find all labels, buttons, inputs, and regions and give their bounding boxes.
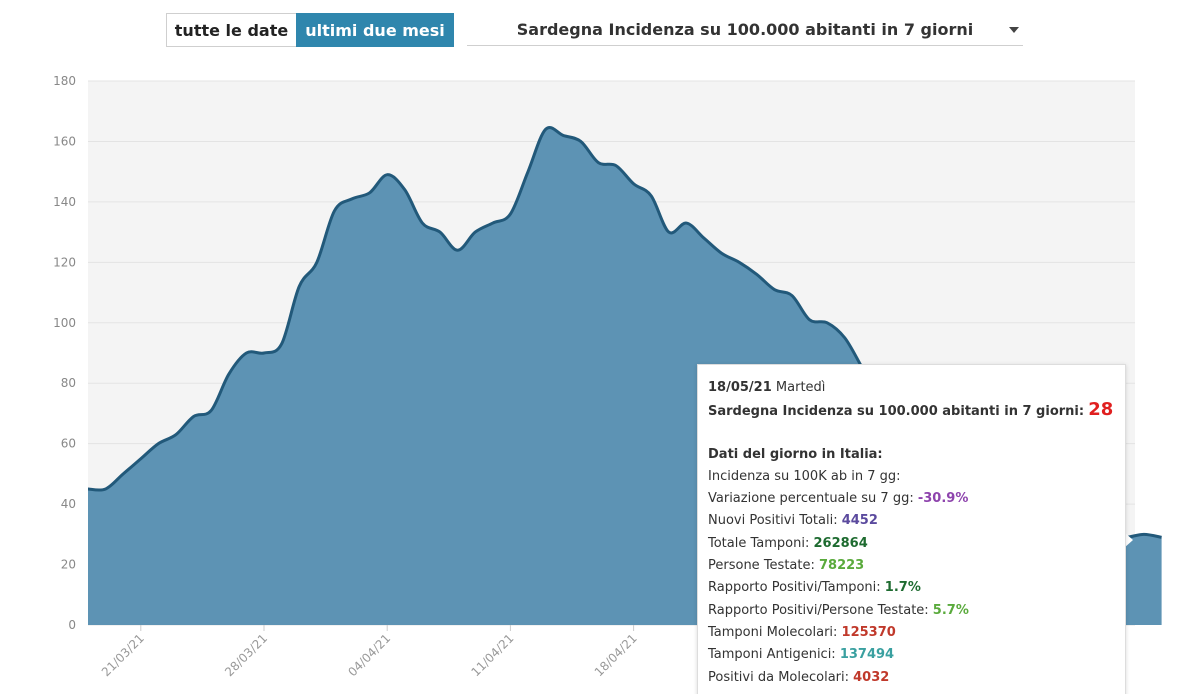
tooltip-row: Rapporto Positivi/Tamponi: 1.7% bbox=[708, 577, 1115, 599]
y-tick-label: 80 bbox=[61, 376, 76, 390]
tooltip-row: Rapporto Positivi/Persone Testate: 5.7% bbox=[708, 600, 1115, 622]
chevron-down-icon bbox=[1009, 27, 1019, 33]
y-tick-label: 100 bbox=[53, 316, 76, 330]
tooltip-row-value: 4452 bbox=[841, 513, 878, 529]
x-tick-label: 21/03/21 bbox=[99, 631, 147, 679]
x-tick-label: 11/04/21 bbox=[469, 631, 517, 679]
all-dates-button[interactable]: tutte le date bbox=[166, 13, 296, 47]
y-tick-label: 160 bbox=[53, 134, 76, 148]
x-axis: 21/03/21 28/03/21 04/04/21 11/04/21 18/04/21 bbox=[99, 625, 640, 679]
tooltip-row-value: 137494 bbox=[839, 647, 895, 663]
tooltip-row-value: 5.7% bbox=[932, 602, 969, 618]
tooltip-row: Persone Testate: 78223 bbox=[708, 555, 1115, 577]
y-tick-label: 60 bbox=[61, 437, 76, 451]
x-tick-label: 28/03/21 bbox=[222, 631, 270, 679]
tooltip-row-label: Rapporto Positivi/Persone Testate: bbox=[708, 602, 933, 618]
tooltip-date-line: 18/05/21 Martedì bbox=[708, 377, 1115, 399]
tooltip-row-label: Tamponi Antigenici: bbox=[708, 647, 840, 663]
last-two-months-button[interactable]: ultimi due mesi bbox=[296, 13, 454, 47]
tooltip-row-label: Variazione percentuale su 7 gg: bbox=[708, 491, 918, 507]
y-tick-label: 140 bbox=[53, 195, 76, 209]
tooltip-row-value: -30.9% bbox=[917, 491, 969, 507]
tooltip-metric-value: 28 bbox=[1088, 399, 1114, 421]
metric-select-value: Sardegna Incidenza su 100.000 abitanti i… bbox=[516, 19, 974, 39]
tooltip-metric-line: Sardegna Incidenza su 100.000 abitanti i… bbox=[708, 399, 1115, 421]
y-tick-label: 180 bbox=[53, 74, 76, 88]
tooltip-row-label: Totale Tamponi: bbox=[708, 535, 814, 551]
tooltip-row: Nuovi Positivi Totali: 4452 bbox=[708, 510, 1115, 532]
tooltip-row-label: Positivi da Molecolari: bbox=[708, 669, 854, 685]
tooltip-row: Tamponi Molecolari: 125370 bbox=[708, 622, 1115, 644]
tooltip-row-value: 4032 bbox=[853, 669, 890, 685]
tooltip-row-label: Tamponi Molecolari: bbox=[708, 624, 842, 640]
tooltip-row: Tamponi Antigenici: 137494 bbox=[708, 644, 1115, 666]
data-tooltip: 18/05/21 Martedì Sardegna Incidenza su 1… bbox=[697, 364, 1126, 694]
y-tick-label: 120 bbox=[53, 255, 76, 269]
metric-select[interactable]: Sardegna Incidenza su 100.000 abitanti i… bbox=[467, 13, 1023, 46]
tooltip-row-label: Nuovi Positivi Totali: bbox=[708, 513, 842, 529]
tooltip-row-label: Incidenza su 100K ab in 7 gg: bbox=[708, 468, 901, 484]
tooltip-row-value: 125370 bbox=[841, 624, 896, 640]
tooltip-section-title: Dati del giorno in Italia: bbox=[708, 446, 883, 462]
tooltip-date: 18/05/21 bbox=[708, 380, 772, 395]
date-range-toggle: tutte le date ultimi due mesi bbox=[166, 13, 454, 47]
y-tick-label: 20 bbox=[61, 558, 76, 572]
y-tick-label: 40 bbox=[61, 497, 76, 511]
y-axis: 0 20 40 60 80 100 120 140 160 180 bbox=[53, 74, 76, 632]
x-tick-label: 04/04/21 bbox=[345, 631, 393, 679]
tooltip-row-label: Persone Testate: bbox=[708, 558, 819, 574]
tooltip-row-value: 1.7% bbox=[884, 580, 921, 596]
tooltip-rows: Incidenza su 100K ab in 7 gg: Variazione… bbox=[708, 466, 1115, 689]
tooltip-metric-label: Sardegna Incidenza su 100.000 abitanti i… bbox=[708, 404, 1085, 420]
tooltip-row-label: Rapporto Positivi/Tamponi: bbox=[708, 580, 885, 596]
tooltip-row-value: 78223 bbox=[819, 558, 865, 574]
x-tick-label: 18/04/21 bbox=[592, 631, 640, 679]
tooltip-row: Variazione percentuale su 7 gg: -30.9% bbox=[708, 488, 1115, 510]
tooltip-weekday: Martedì bbox=[775, 380, 826, 395]
y-tick-label: 0 bbox=[68, 618, 76, 632]
tooltip-row: Totale Tamponi: 262864 bbox=[708, 533, 1115, 555]
tooltip-row-value: 262864 bbox=[813, 535, 868, 551]
tooltip-row: Positivi da Molecolari: 4032 bbox=[708, 667, 1115, 689]
tooltip-pointer bbox=[1124, 532, 1133, 548]
tooltip-row: Incidenza su 100K ab in 7 gg: bbox=[708, 466, 1115, 488]
